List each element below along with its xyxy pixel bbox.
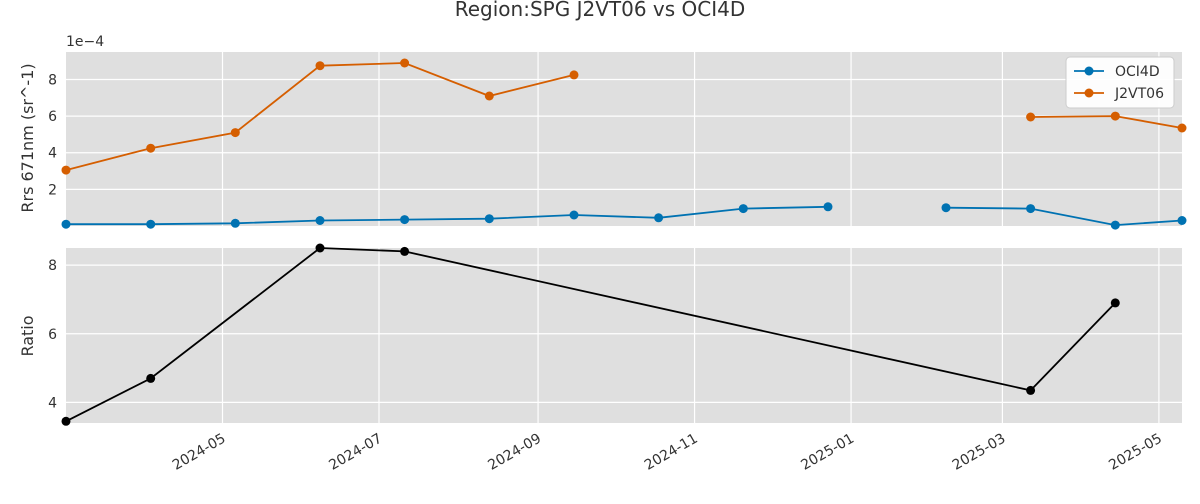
legend-label: J2VT06 [1114,86,1164,102]
top-data-point [146,143,156,153]
top-data-point [1026,112,1036,122]
bottom-data-point [61,416,71,426]
bottom-y-tick-label: 6 [48,327,57,343]
bottom-y-axis-label: Ratio [18,315,37,356]
legend-marker [1084,66,1094,76]
bottom-panel: 4 6 8 [48,243,1182,426]
top-data-point [1177,216,1187,225]
bottom-data-point [315,243,325,253]
bottom-series-line [65,247,1116,423]
top-y-tick-label: 8 [48,72,57,88]
top-data-point [230,128,240,138]
legend-marker [1084,88,1094,98]
chart-title: Region:SPG J2VT06 vs OCI4D [455,0,746,21]
top-y-tick-label: 6 [48,109,57,125]
bottom-series-ratio [61,243,1120,426]
legend-item-oci4d: OCI4D [1074,64,1160,80]
offset-label: 1e−4 [66,34,104,50]
bottom-data-point [1110,298,1120,308]
bottom-data-point [1026,385,1036,395]
bottom-data-point [146,373,156,383]
top-data-point [1110,111,1120,121]
bottom-y-tick-label: 8 [48,258,57,274]
top-data-point [146,219,156,229]
x-tick-label: 2025-01 [798,431,857,474]
x-tick-label: 2024-05 [170,431,229,474]
x-tick-label: 2025-03 [950,431,1009,474]
top-y-tick-label: 4 [48,146,57,162]
bottom-y-tick-label: 4 [48,395,57,411]
top-data-point [1177,123,1187,133]
top-data-point [61,165,71,175]
legend-item-j2vt06: J2VT06 [1074,86,1164,102]
top-data-point [738,204,748,214]
top-data-point [823,202,833,212]
top-y-axis-label: Rrs 671nm (sr^-1) [18,63,37,212]
x-tick-label: 2024-11 [642,431,701,474]
top-data-point [654,213,664,223]
x-tick-label: 2025-05 [1106,431,1165,474]
top-series-oci4d [61,202,1187,230]
top-series-line [66,205,829,226]
top-data-point [1110,220,1120,230]
top-panel: 2 4 6 8 [48,52,1187,230]
top-data-point [315,216,325,225]
top-data-point [400,58,410,68]
top-data-point [61,219,71,229]
bottom-data-point [400,246,410,256]
top-background [66,52,1182,226]
legend[interactable]: OCI4D J2VT06 [1065,56,1175,109]
x-tick-label: 2024-09 [485,431,544,474]
top-data-point [569,210,579,220]
x-axis: 2024-05 2024-07 2024-09 2024-11 2025-01 2025-… [170,431,1165,474]
x-tick-label: 2024-07 [326,431,385,474]
top-data-point [315,61,325,71]
top-data-point [941,203,951,213]
top-data-point [484,214,494,224]
top-series-line [945,206,1183,227]
top-data-point [1026,204,1036,214]
top-data-point [230,218,240,228]
top-data-point [484,91,494,101]
top-series-j2vt06 [61,58,1187,175]
legend-label: OCI4D [1115,64,1160,80]
top-data-point [569,70,579,80]
bottom-background [66,248,1182,423]
top-y-tick-label: 2 [48,182,57,198]
top-data-point [400,215,410,225]
